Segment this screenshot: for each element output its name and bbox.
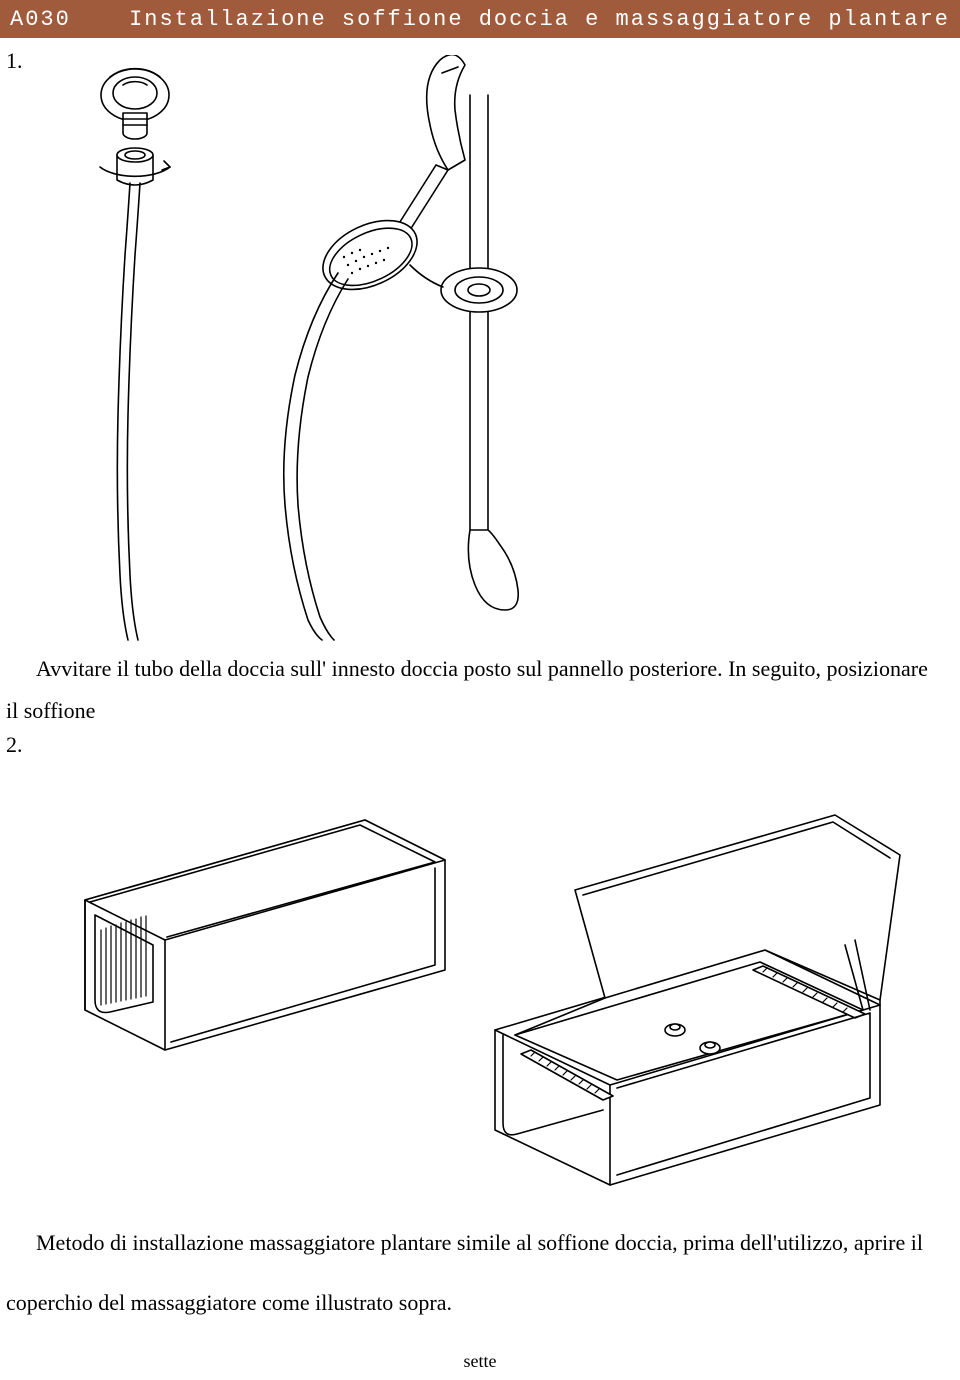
doc-code: A030 <box>10 7 71 32</box>
step-2-number: 2. <box>6 732 23 758</box>
diagram-foot-massager <box>55 760 905 1190</box>
doc-title: Installazione soffione doccia e massaggi… <box>71 7 950 32</box>
step-2-text-line-2: coperchio del massaggiatore come illustr… <box>6 1282 452 1324</box>
page-footer: sette <box>464 1351 497 1372</box>
step-1-text-line-1: Avvitare il tubo della doccia sull' inne… <box>36 648 950 690</box>
diagram-shower-assembly <box>70 55 590 645</box>
step-1-number: 1. <box>6 48 23 74</box>
header-bar: A030 Installazione soffione doccia e mas… <box>0 0 960 38</box>
step-2-text-line-1: Metodo di installazione massaggiatore pl… <box>36 1222 950 1264</box>
step-1-text-line-2: il soffione <box>6 690 95 732</box>
